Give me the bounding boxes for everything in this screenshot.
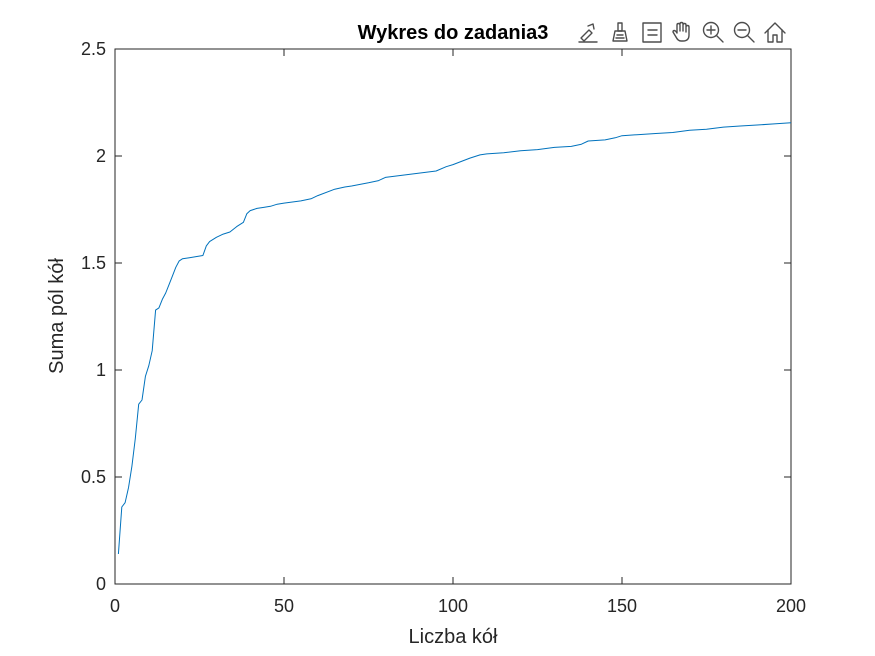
zoom-out-button[interactable]	[732, 20, 756, 44]
y-axis-label: Suma pól kół	[46, 258, 68, 374]
y-tick-label: 1	[96, 360, 106, 380]
legend-button[interactable]	[640, 20, 664, 44]
x-axis: 0 50 100 150 200	[110, 49, 806, 616]
y-tick-label: 2.5	[81, 39, 106, 59]
list-icon	[642, 22, 662, 43]
brush-button[interactable]	[608, 20, 632, 44]
zoom-in-button[interactable]	[701, 20, 725, 44]
y-tick-label: 2	[96, 146, 106, 166]
pencil-arrow-icon	[578, 23, 598, 43]
y-axis: 0 0.5 1 1.5 2 2.5	[81, 39, 791, 594]
hand-icon	[672, 21, 690, 42]
axes-toolbar	[576, 20, 787, 44]
zoom-out-icon	[733, 21, 755, 43]
restore-view-button[interactable]	[763, 20, 787, 44]
x-axis-label: Liczba kół	[409, 626, 498, 648]
x-tick-label: 100	[438, 596, 468, 616]
x-tick-label: 150	[607, 596, 637, 616]
series-layer	[117, 122, 792, 555]
home-icon	[764, 22, 786, 43]
x-tick-label: 50	[274, 596, 294, 616]
brush-icon	[612, 22, 628, 42]
plot-area[interactable]	[114, 48, 792, 585]
series-line	[117, 122, 792, 555]
x-tick-label: 200	[776, 596, 806, 616]
chart-title: Wykres do zadania3	[358, 22, 549, 44]
x-tick-label: 0	[110, 596, 120, 616]
pan-button[interactable]	[670, 20, 694, 44]
edit-data-tip-button[interactable]	[576, 20, 600, 44]
y-tick-label: 1.5	[81, 253, 106, 273]
zoom-in-icon	[702, 21, 724, 43]
y-tick-label: 0	[96, 574, 106, 594]
y-tick-label: 0.5	[81, 467, 106, 487]
